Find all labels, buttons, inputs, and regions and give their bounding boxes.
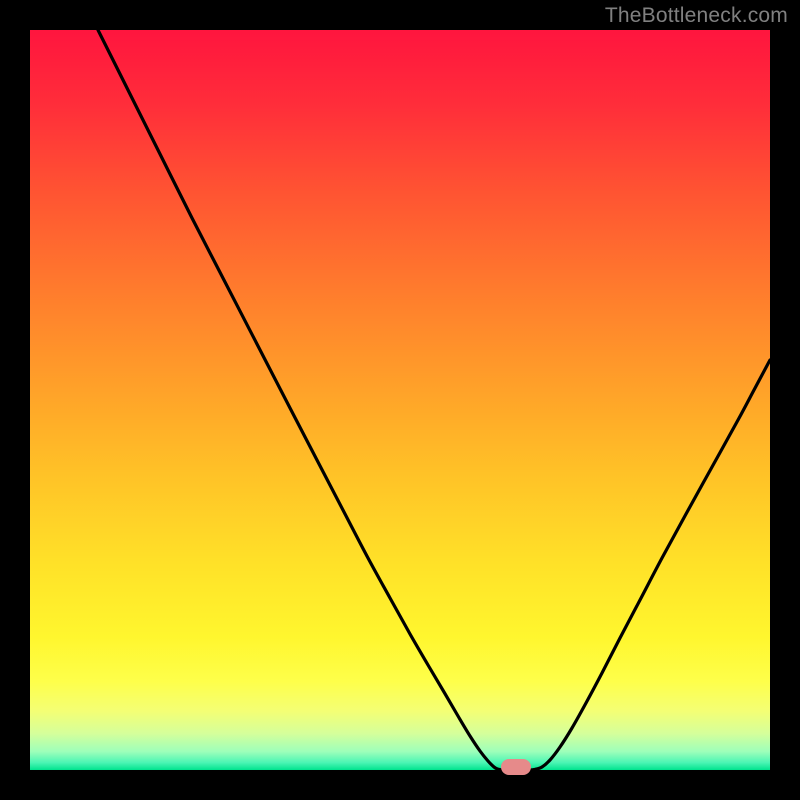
curve-svg [30,30,770,770]
optimal-point-marker [501,759,531,775]
watermark-text: TheBottleneck.com [605,4,788,28]
plot-area [30,30,770,770]
bottleneck-curve [98,30,770,770]
